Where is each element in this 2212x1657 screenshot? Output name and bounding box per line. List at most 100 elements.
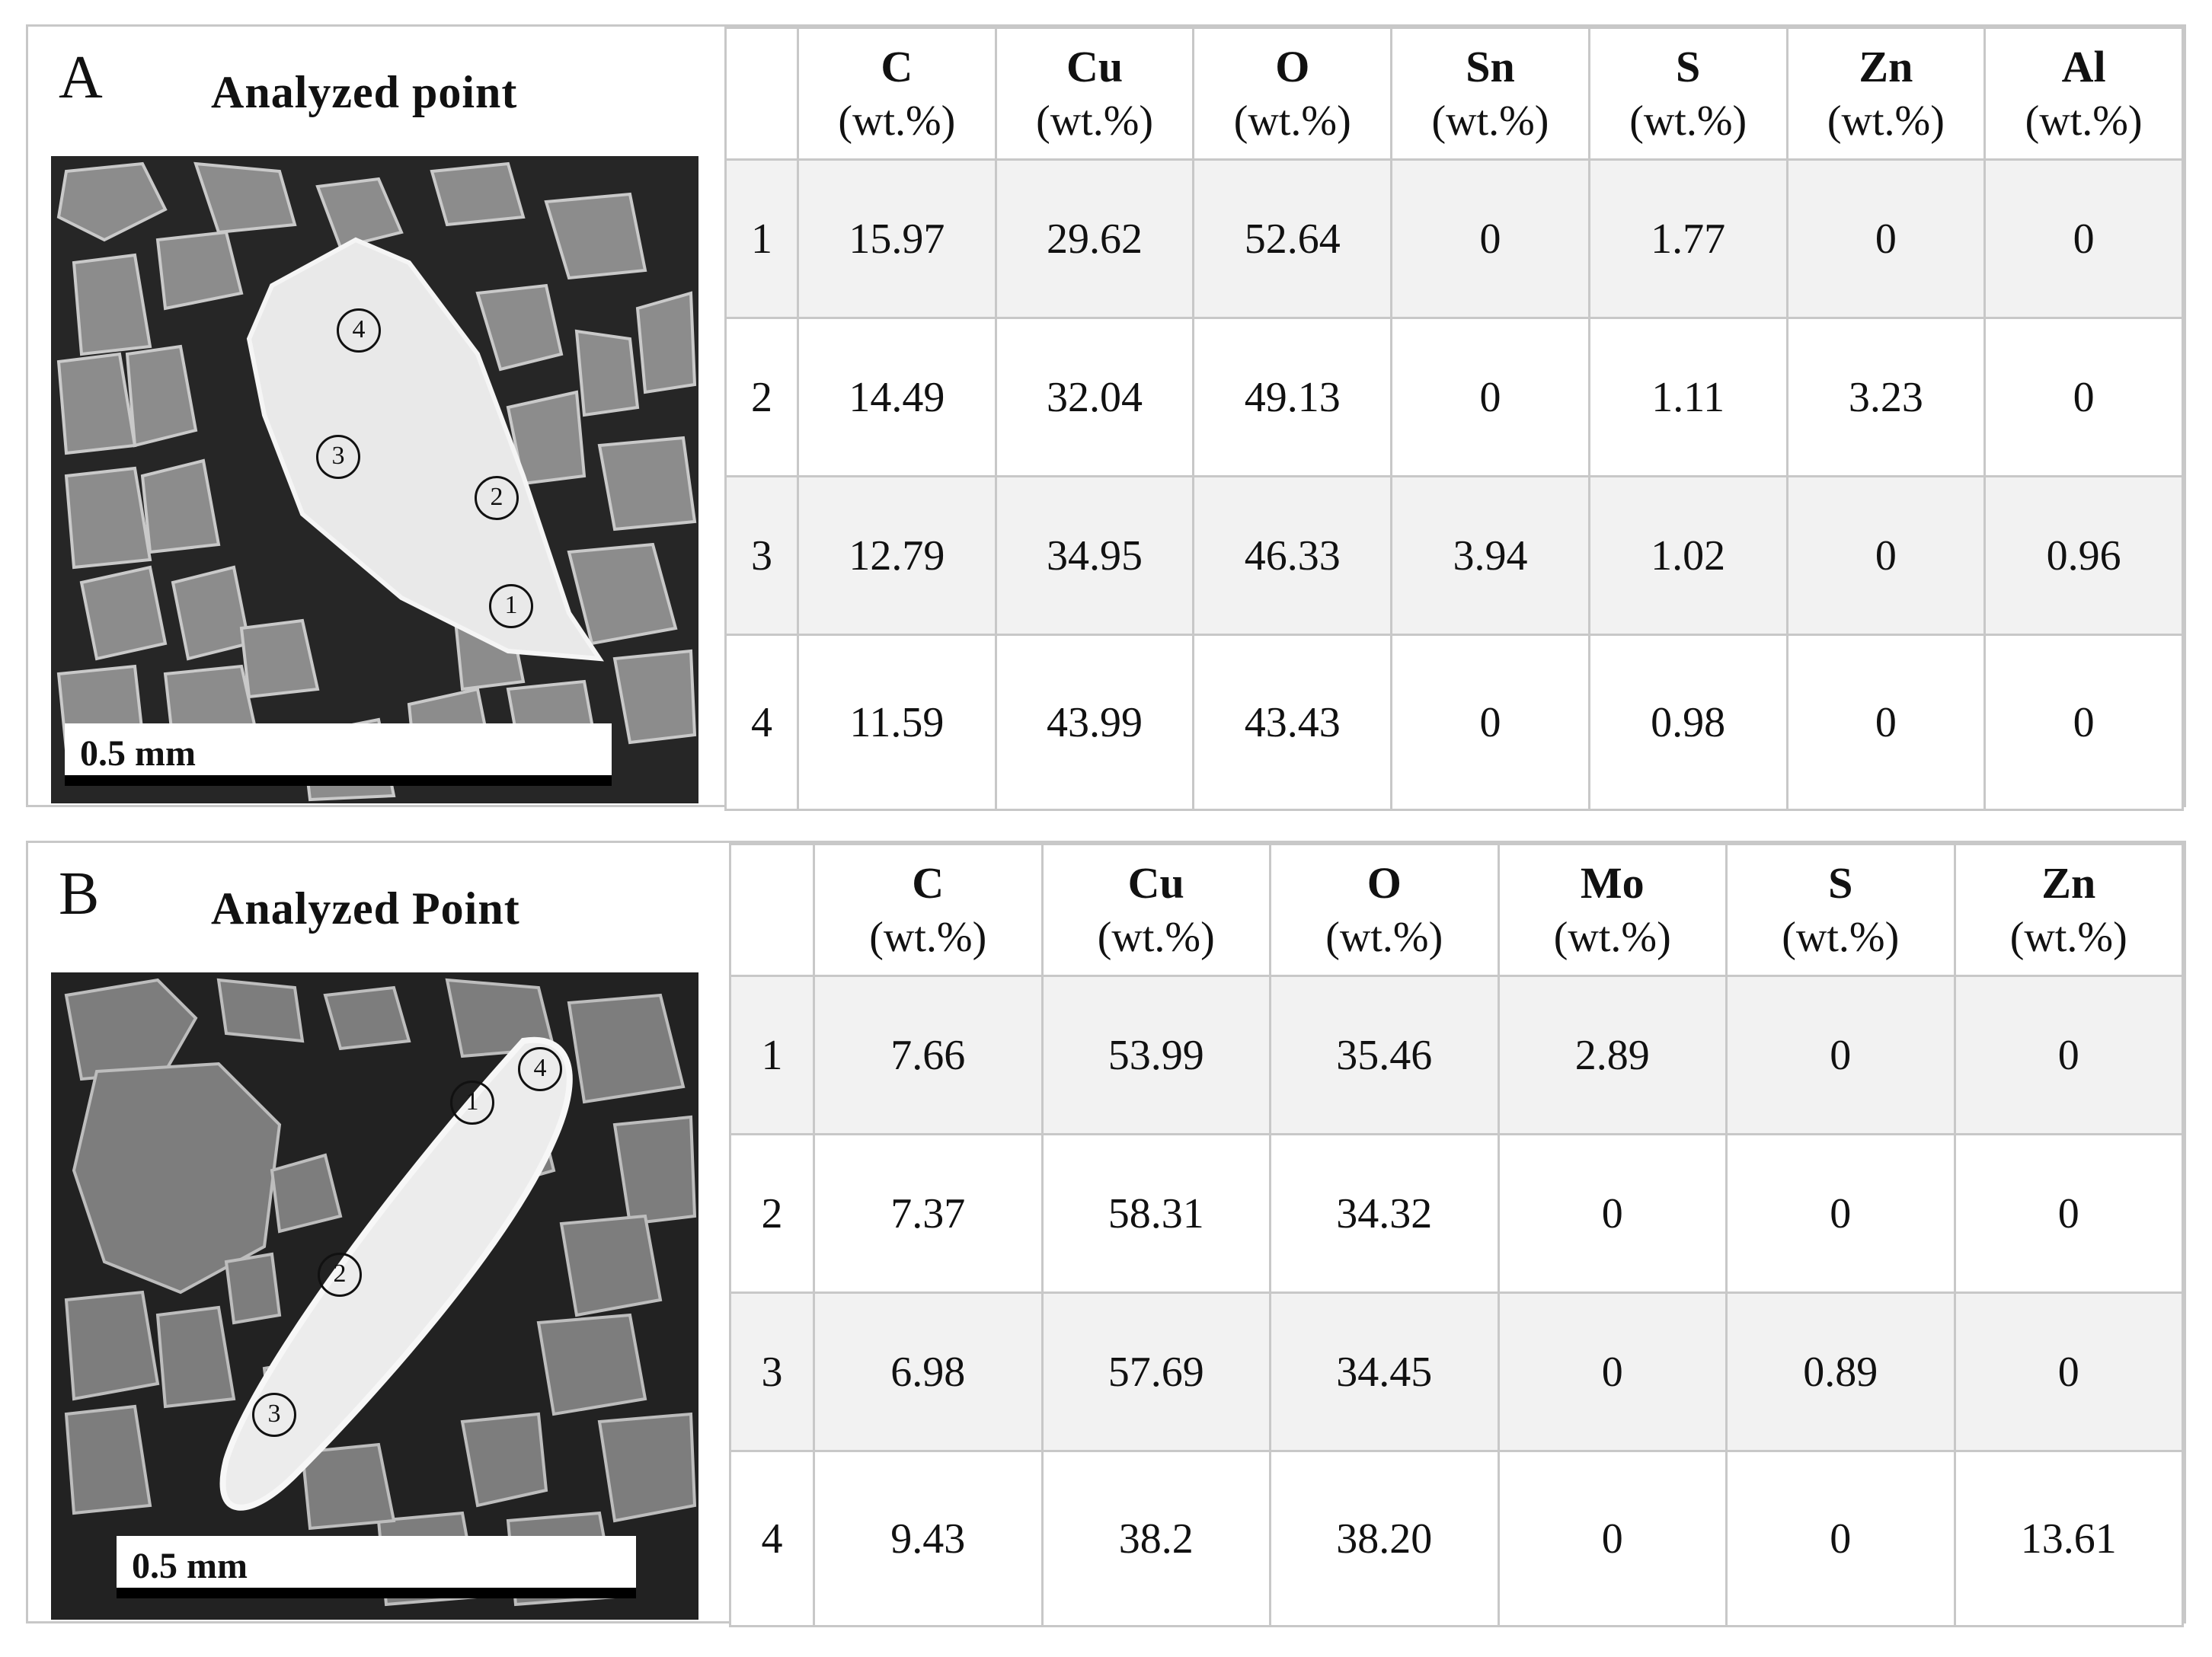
panel-b-cell: 7.37 — [813, 1133, 1044, 1294]
panel-b-cell: 0 — [1725, 975, 1956, 1135]
table-row: 4 11.59 43.99 43.43 0 0.98 0 0 — [724, 634, 2184, 811]
panel-a-cell: 0 — [1390, 158, 1590, 319]
panel-a-cell: 0.98 — [1587, 634, 1788, 811]
panel-b-cell: 9.43 — [813, 1450, 1044, 1627]
panel-b-micrograph: 4 1 2 3 0.5 mm — [51, 972, 698, 1620]
panel-a-cell: 3 — [724, 475, 799, 636]
panel-b-point-marker-1: 1 — [450, 1081, 494, 1125]
panel-a-cell: 1.77 — [1587, 158, 1788, 319]
panel-a-header-point — [724, 27, 799, 161]
panel-a-header-zn: Zn (wt.%) — [1785, 27, 1987, 161]
panel-a-cell: 52.64 — [1192, 158, 1393, 319]
panel-b-point-marker-4: 4 — [518, 1047, 562, 1091]
table-row: 2 7.37 58.31 34.32 0 0 0 — [729, 1133, 2184, 1294]
panel-a-point-marker-1: 1 — [489, 584, 533, 628]
panel-b: B Analyzed Point — [26, 841, 2186, 1627]
panel-a-cell: 1.11 — [1587, 317, 1788, 477]
panel-a-cell: 46.33 — [1192, 475, 1393, 636]
panel-a: A Analyzed point — [26, 24, 2186, 811]
panel-b-cell: 0 — [1725, 1450, 1956, 1627]
panel-a-cell: 29.62 — [994, 158, 1195, 319]
panel-b-cell: 38.20 — [1269, 1450, 1500, 1627]
panel-b-cell: 2 — [729, 1133, 815, 1294]
panel-b-cell: 2.89 — [1497, 975, 1728, 1135]
panel-a-cell: 0 — [1983, 317, 2184, 477]
panel-b-header-zn: Zn (wt.%) — [1953, 843, 2184, 977]
table-row: 3 6.98 57.69 34.45 0 0.89 0 — [729, 1291, 2184, 1452]
panel-b-cell: 1 — [729, 975, 815, 1135]
panel-b-header-mo: Mo (wt.%) — [1497, 843, 1728, 977]
panel-b-scale-label: 0.5 mm — [132, 1546, 248, 1586]
panel-b-point-marker-2: 2 — [318, 1253, 362, 1297]
panel-b-cell: 58.31 — [1040, 1133, 1271, 1294]
panel-a-cell: 2 — [724, 317, 799, 477]
panel-a-image-column: A Analyzed point — [28, 27, 727, 805]
panel-b-cell: 0 — [1953, 1133, 2184, 1294]
panel-b-cell: 0 — [1953, 975, 2184, 1135]
panel-b-header-o: O (wt.%) — [1269, 843, 1500, 977]
panel-b-cell: 0 — [1725, 1133, 1956, 1294]
panel-b-header-row: C (wt.%) Cu (wt.%) O (wt.%) Mo (wt.%) S (wt.%… — [729, 843, 2184, 977]
panel-b-image-column: B Analyzed Point — [28, 843, 731, 1621]
panel-a-cell: 14.49 — [797, 317, 997, 477]
panel-a-cell: 0 — [1983, 634, 2184, 811]
table-row: 1 15.97 29.62 52.64 0 1.77 0 0 — [724, 158, 2184, 319]
panel-a-scale-line — [65, 775, 612, 786]
panel-b-cell: 7.66 — [813, 975, 1044, 1135]
panel-b-header-s: S (wt.%) — [1725, 843, 1956, 977]
panel-a-scale-bar: 0.5 mm — [65, 723, 612, 786]
panel-b-cell: 38.2 — [1040, 1450, 1271, 1627]
panel-a-cell: 0 — [1785, 634, 1987, 811]
panel-a-point-marker-2: 2 — [475, 476, 519, 520]
panel-a-letter: A — [59, 44, 103, 111]
panel-a-cell: 43.99 — [994, 634, 1195, 811]
panel-b-cell: 0 — [1497, 1291, 1728, 1452]
panel-b-table: C (wt.%) Cu (wt.%) O (wt.%) Mo (wt.%) S (wt.%… — [729, 843, 2184, 1627]
panel-a-heading: Analyzed point — [211, 67, 518, 117]
panel-a-point-marker-3: 3 — [316, 435, 360, 479]
panel-a-cell: 0 — [1785, 475, 1987, 636]
panel-a-cell: 3.94 — [1390, 475, 1590, 636]
panel-a-cell: 0.96 — [1983, 475, 2184, 636]
panel-a-cell: 12.79 — [797, 475, 997, 636]
panel-a-cell: 1.02 — [1587, 475, 1788, 636]
panel-b-cell: 0 — [1953, 1291, 2184, 1452]
panel-a-header-c: C (wt.%) — [797, 27, 997, 161]
panel-a-cell: 0 — [1390, 634, 1590, 811]
panel-a-cell: 11.59 — [797, 634, 997, 811]
panel-a-header-o: O (wt.%) — [1192, 27, 1393, 161]
panel-b-header-point — [729, 843, 815, 977]
panel-a-cell: 43.43 — [1192, 634, 1393, 811]
panel-b-point-marker-3: 3 — [252, 1393, 296, 1437]
panel-b-cell: 13.61 — [1953, 1450, 2184, 1627]
table-row: 3 12.79 34.95 46.33 3.94 1.02 0 0.96 — [724, 475, 2184, 636]
panel-a-header-sn: Sn (wt.%) — [1390, 27, 1590, 161]
panel-b-letter: B — [59, 860, 100, 927]
panel-b-scale-line — [117, 1588, 636, 1598]
panel-b-cell: 57.69 — [1040, 1291, 1271, 1452]
panel-b-heading: Analyzed Point — [211, 883, 520, 934]
panel-a-cell: 1 — [724, 158, 799, 319]
panel-a-cell: 15.97 — [797, 158, 997, 319]
panel-b-header-c: C (wt.%) — [813, 843, 1044, 977]
panel-a-header-s: S (wt.%) — [1587, 27, 1788, 161]
panel-b-scale-bar: 0.5 mm — [117, 1536, 636, 1598]
panel-a-micrograph: 4 3 2 1 0.5 mm — [51, 156, 698, 803]
panel-a-header-al: Al (wt.%) — [1983, 27, 2184, 161]
panel-a-cell: 34.95 — [994, 475, 1195, 636]
panel-a-table: C (wt.%) Cu (wt.%) O (wt.%) Sn (wt.%) S (wt.%… — [724, 27, 2184, 811]
table-row: 1 7.66 53.99 35.46 2.89 0 0 — [729, 975, 2184, 1135]
panel-b-cell: 4 — [729, 1450, 815, 1627]
panel-b-header-cu: Cu (wt.%) — [1040, 843, 1271, 977]
panel-b-cell: 53.99 — [1040, 975, 1271, 1135]
panel-a-header-row: C (wt.%) Cu (wt.%) O (wt.%) Sn (wt.%) S (wt.%… — [724, 27, 2184, 161]
panel-b-cell: 35.46 — [1269, 975, 1500, 1135]
panel-b-cell: 3 — [729, 1291, 815, 1452]
panel-a-point-marker-4: 4 — [337, 308, 381, 353]
panel-a-cell: 4 — [724, 634, 799, 811]
panel-b-cell: 34.32 — [1269, 1133, 1500, 1294]
panel-a-header-cu: Cu (wt.%) — [994, 27, 1195, 161]
panel-b-cell: 0 — [1497, 1133, 1728, 1294]
panel-a-cell: 3.23 — [1785, 317, 1987, 477]
panel-b-cell: 6.98 — [813, 1291, 1044, 1452]
